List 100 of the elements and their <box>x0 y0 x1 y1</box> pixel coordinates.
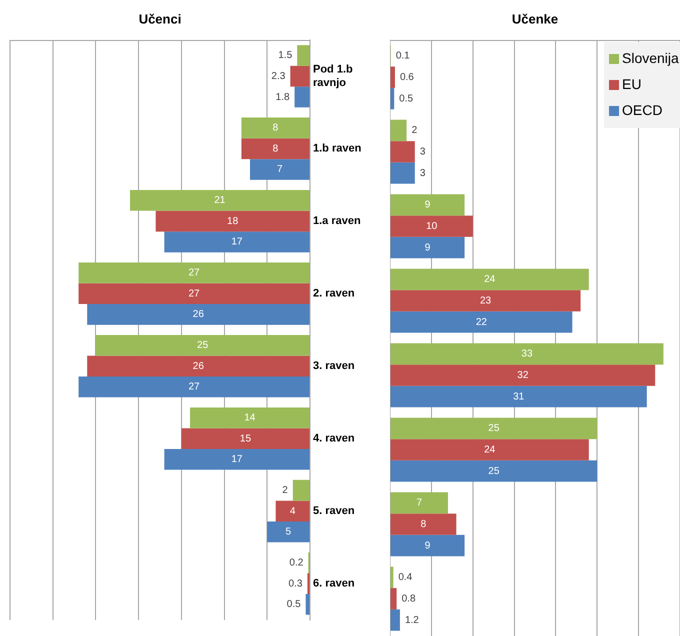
data-label: 27 <box>188 268 200 279</box>
data-label: 27 <box>188 288 200 300</box>
data-label: 7 <box>276 164 283 176</box>
data-label: 3 <box>420 146 426 158</box>
legend-label: Slovenija <box>622 50 680 66</box>
data-label: 15 <box>240 433 252 444</box>
bar <box>267 521 310 542</box>
bar <box>390 492 448 514</box>
y-tick-label: 3. raven <box>313 360 355 372</box>
data-label: 8 <box>272 143 279 154</box>
bar <box>390 439 589 460</box>
bar <box>306 594 310 615</box>
bar <box>87 356 310 377</box>
y-tick-label: 2. raven <box>313 288 355 300</box>
data-label: 17 <box>231 454 243 466</box>
data-label: 17 <box>231 236 243 248</box>
data-label: 27 <box>188 382 200 393</box>
y-tick-label: 1.b raven <box>313 142 362 155</box>
data-label: 25 <box>488 423 500 434</box>
data-label: 33 <box>521 348 533 360</box>
bar <box>390 194 465 216</box>
data-label: 8 <box>272 122 279 134</box>
data-label: 2 <box>412 125 418 136</box>
chart-title: Učenci <box>138 12 182 27</box>
bar <box>390 386 647 408</box>
data-label: 0.5 <box>399 93 414 104</box>
data-label: 0.3 <box>288 578 303 590</box>
data-label: 4 <box>290 506 296 517</box>
data-label: 7 <box>416 498 422 509</box>
bar <box>292 480 310 501</box>
bar <box>78 262 310 284</box>
bar <box>390 343 664 365</box>
y-tick-label: 4. raven <box>313 432 355 445</box>
data-label: 10 <box>426 221 438 232</box>
data-label: 0.2 <box>289 558 304 569</box>
bar <box>390 88 394 110</box>
data-label: 22 <box>476 316 488 328</box>
bar <box>390 566 394 588</box>
bar <box>276 500 310 522</box>
data-label: 23 <box>480 296 492 306</box>
data-label: 1.8 <box>276 92 290 103</box>
data-label: 14 <box>244 412 256 424</box>
bar <box>390 236 465 258</box>
bar <box>87 304 310 325</box>
bar <box>78 376 310 398</box>
data-label: 26 <box>192 309 204 320</box>
data-label: 0.4 <box>398 572 413 584</box>
bar <box>390 311 572 333</box>
bar <box>390 216 473 237</box>
y-tick-label: Pod 1.b ravnjo <box>313 64 354 89</box>
data-label: 31 <box>513 391 525 402</box>
data-label: 2.3 <box>271 70 286 82</box>
bar <box>390 120 407 142</box>
data-label: 0.6 <box>400 72 414 83</box>
bar <box>390 588 397 610</box>
legend-label: EU <box>622 76 642 92</box>
bar <box>156 210 310 232</box>
y-tick-label: 5. raven <box>313 505 355 518</box>
data-label: 1.2 <box>404 614 420 626</box>
y-tick-label: 1.a raven <box>313 215 361 228</box>
bar <box>96 334 310 356</box>
data-label: 3 <box>420 168 426 179</box>
data-label: 25 <box>488 466 500 477</box>
bar <box>164 232 310 252</box>
bar <box>164 449 310 470</box>
data-label: 9 <box>424 242 431 254</box>
data-label: 24 <box>484 274 496 286</box>
bar <box>390 162 415 184</box>
data-label: 8 <box>420 519 427 530</box>
data-label: 1.5 <box>278 50 293 62</box>
data-label: 9 <box>424 200 431 211</box>
data-label: 2 <box>282 485 288 496</box>
bar <box>390 514 456 535</box>
data-label: 0.1 <box>396 50 410 62</box>
chart-title: Učenke <box>512 12 558 27</box>
data-label: 5 <box>286 526 292 538</box>
data-label: 26 <box>192 360 204 372</box>
bar <box>78 283 310 304</box>
bar <box>390 364 656 386</box>
data-label: 32 <box>517 370 529 381</box>
bar <box>190 407 310 428</box>
bar <box>130 190 310 211</box>
bar <box>241 118 310 138</box>
bar <box>390 141 415 162</box>
bar <box>297 45 310 66</box>
bar <box>250 159 310 180</box>
bar <box>390 268 589 290</box>
bar <box>390 290 581 312</box>
data-label: 9 <box>424 540 431 552</box>
bar <box>290 66 310 87</box>
bar <box>390 418 598 440</box>
data-label: 25 <box>197 340 209 352</box>
bar <box>390 609 400 631</box>
bar <box>241 138 310 160</box>
bar <box>181 428 310 449</box>
bar <box>390 460 598 482</box>
data-label: 21 <box>214 195 226 206</box>
data-label: 18 <box>227 216 239 227</box>
bar <box>390 66 395 88</box>
data-label: 0.8 <box>402 594 416 604</box>
